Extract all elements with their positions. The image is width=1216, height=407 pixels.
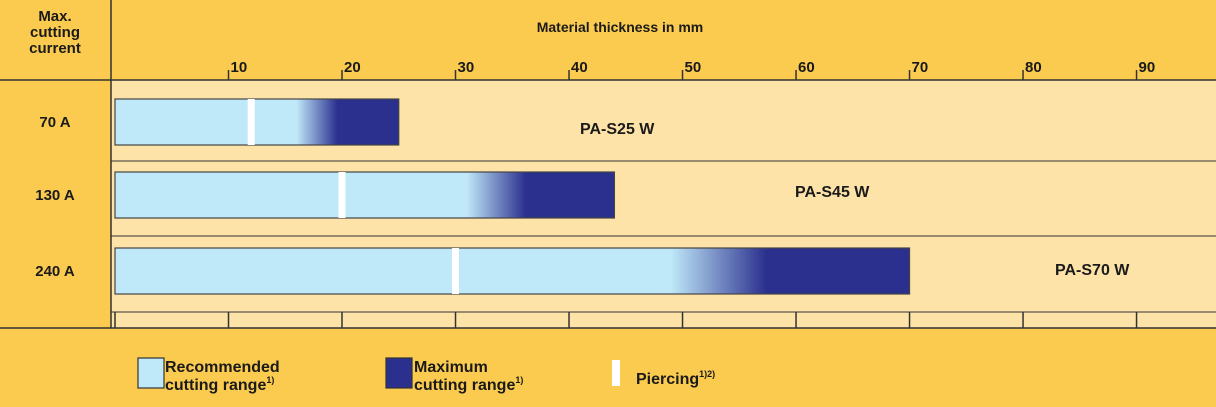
- x-tick-label: 20: [344, 59, 361, 76]
- y-axis-label: cutting: [30, 24, 80, 41]
- legend-footnote: 1)2): [699, 369, 715, 379]
- chart: Max. cutting current Material thickness …: [0, 0, 1216, 407]
- piercing-mark: [339, 172, 346, 218]
- row-label: 240 A: [35, 263, 75, 280]
- x-tick-label: 70: [912, 59, 929, 76]
- x-tick-label: 30: [458, 59, 475, 76]
- legend-footnote: 1): [515, 375, 523, 385]
- legend-text: Maximum: [414, 359, 488, 376]
- maximum-bar: [297, 99, 399, 145]
- legend-swatch: [386, 358, 412, 388]
- legend-label: Recommended: [165, 359, 280, 376]
- x-tick-label: 90: [1139, 59, 1156, 76]
- recommended-bar: [115, 172, 467, 218]
- legend-text: Piercing: [636, 371, 699, 388]
- y-axis-label: Max.: [38, 8, 71, 25]
- row-label: 70 A: [39, 114, 70, 131]
- legend-text: Recommended: [165, 359, 280, 376]
- x-tick-label: 50: [685, 59, 702, 76]
- product-label: PA-S25 W: [580, 121, 655, 138]
- chart-title: Material thickness in mm: [537, 19, 704, 35]
- legend-label: cutting range1): [165, 375, 274, 394]
- x-tick-label: 60: [798, 59, 815, 76]
- legend-label: Maximum: [414, 359, 488, 376]
- maximum-bar: [467, 172, 615, 218]
- legend-text: cutting range: [165, 377, 266, 394]
- recommended-bar: [115, 99, 297, 145]
- x-tick-label: 10: [231, 59, 248, 76]
- product-label: PA-S45 W: [795, 184, 870, 201]
- row-label: 130 A: [35, 187, 75, 204]
- piercing-mark: [452, 248, 459, 294]
- x-tick-label: 80: [1025, 59, 1042, 76]
- x-tick-label: 40: [571, 59, 588, 76]
- piercing-mark: [248, 99, 255, 145]
- legend-footnote: 1): [266, 375, 274, 385]
- legend-text: cutting range: [414, 377, 515, 394]
- recommended-bar: [115, 248, 671, 294]
- legend-label: cutting range1): [414, 375, 523, 394]
- product-label: PA-S70 W: [1055, 262, 1130, 279]
- legend-swatch: [138, 358, 164, 388]
- legend-swatch: [612, 360, 620, 386]
- maximum-bar: [671, 248, 909, 294]
- y-axis-label: current: [29, 40, 81, 57]
